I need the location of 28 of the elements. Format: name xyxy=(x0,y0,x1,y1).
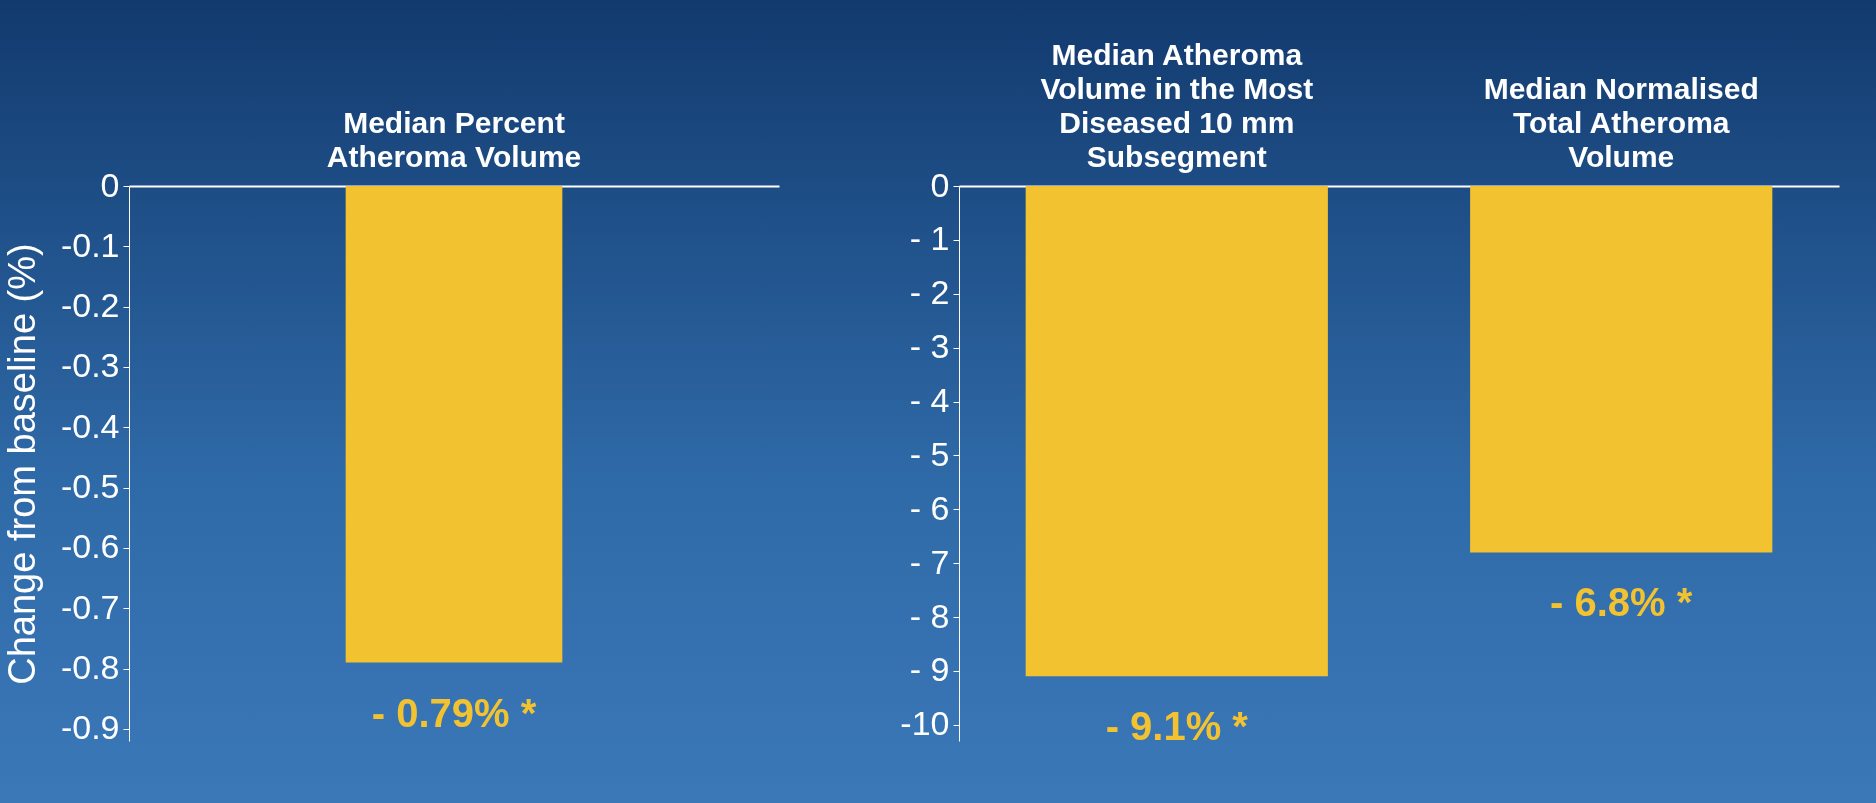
y-tick-label: - 4 xyxy=(909,381,950,420)
y-tick-label: - 7 xyxy=(909,542,950,581)
data-label: - 6.8% * xyxy=(1550,580,1693,625)
y-tick-label: - 3 xyxy=(909,327,950,366)
y-tick-label: -0.4 xyxy=(60,406,120,445)
data-label: - 0.79% * xyxy=(371,690,537,735)
y-tick-label: -0.7 xyxy=(60,587,120,626)
y-tick-label: -0.6 xyxy=(60,527,120,566)
x-tick-label: Median Atheroma Volume in the Most Diseased 10 mm Subsegment xyxy=(1040,37,1314,173)
y-tick-label: 0 xyxy=(930,165,950,204)
y-tick-label: - 2 xyxy=(909,273,950,312)
y-tick-label: 0 xyxy=(100,165,120,204)
y-tick-label: -0.3 xyxy=(60,346,120,385)
x-tick-label: Median Percent Atheroma Volume xyxy=(326,105,582,173)
y-tick-label: - 1 xyxy=(909,219,950,258)
y-tick-label: - 5 xyxy=(909,434,950,473)
data-label: - 9.1% * xyxy=(1105,704,1249,749)
y-tick-label: - 8 xyxy=(909,596,950,635)
y-tick-label: -0.5 xyxy=(60,467,120,506)
y-tick-label: - 9 xyxy=(909,650,950,689)
y-tick-label: -0.9 xyxy=(60,708,120,747)
x-tick-label: Median Normalised Total Atheroma Volume xyxy=(1483,71,1759,173)
y-tick-label: -10 xyxy=(900,704,950,743)
y-axis-title: Change from baseline (%) xyxy=(0,243,43,685)
y-tick-label: -0.1 xyxy=(60,225,120,264)
y-tick-label: -0.2 xyxy=(60,286,120,325)
y-tick-label: - 6 xyxy=(909,488,950,527)
y-tick-label: -0.8 xyxy=(60,648,120,687)
